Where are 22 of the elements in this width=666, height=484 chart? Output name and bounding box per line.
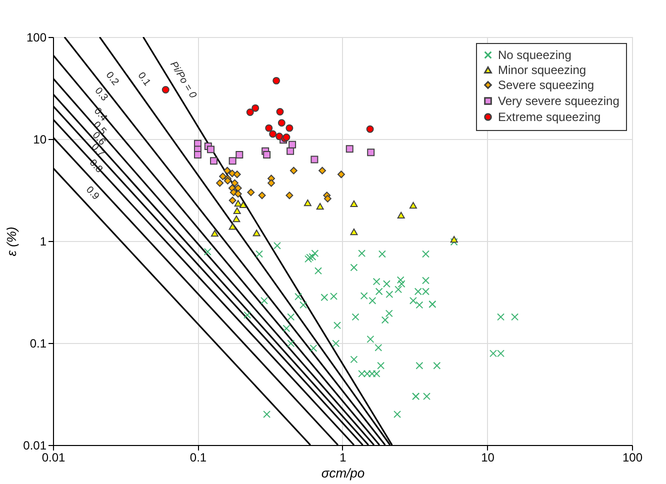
y-axis-title: ε (%): [4, 226, 20, 256]
legend-label: Minor squeezing: [498, 63, 586, 77]
x-tick-label: 0.01: [42, 450, 66, 464]
legend-label: Severe squeezing: [498, 78, 594, 92]
y-tick-label: 0.1: [30, 336, 47, 350]
text: 0.9: [84, 184, 102, 203]
x-tick-label: 100: [622, 450, 643, 464]
x-axis-title: σcm/po: [321, 466, 365, 480]
legend-label: Very severe squeezing: [498, 94, 620, 108]
y-tick-label: 100: [26, 30, 47, 44]
y-tick-label: 10: [33, 132, 47, 146]
x-tick-label: 1: [340, 450, 347, 464]
text: 0.1: [135, 70, 153, 88]
x-tick-label: 10: [481, 450, 495, 464]
x-tick-label: 0.1: [190, 450, 207, 464]
legend-label: Extreme squeezing: [498, 110, 601, 124]
y-tick-label: 0.01: [23, 438, 47, 452]
legend-label: No squeezing: [498, 48, 572, 62]
y-tick-label: 1: [40, 234, 47, 248]
text: 0.2: [103, 70, 121, 88]
text: 0.8: [86, 158, 105, 176]
text: 0.3: [92, 86, 110, 104]
